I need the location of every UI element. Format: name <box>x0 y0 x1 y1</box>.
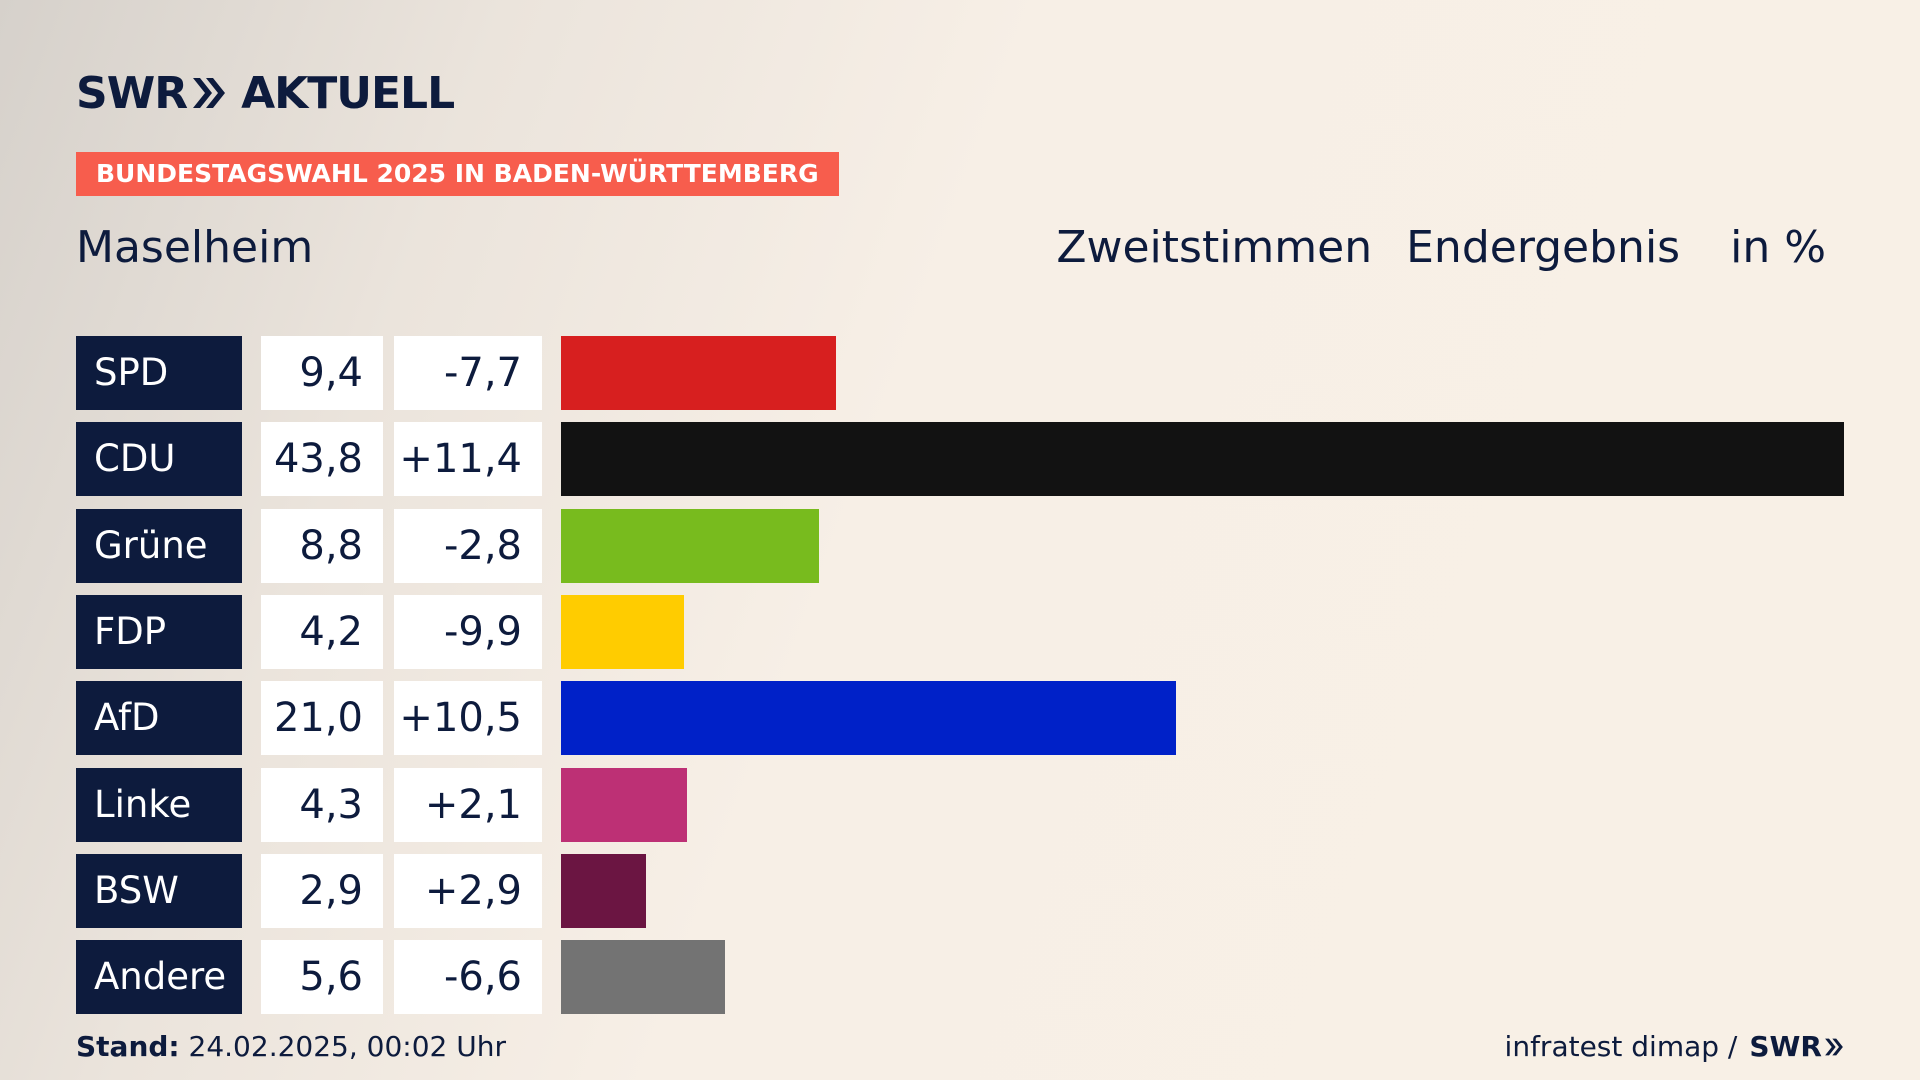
double-chevron-icon <box>1825 1038 1843 1055</box>
chart-header: Zweitstimmen Endergebnis in % <box>1056 222 1826 273</box>
result-bar <box>561 767 687 842</box>
vote-change-value: +10,5 <box>394 681 542 756</box>
result-status: Endergebnis <box>1406 222 1681 273</box>
source-text: infratest dimap / <box>1504 1030 1738 1063</box>
vote-type: Zweitstimmen <box>1056 222 1373 273</box>
vote-share-value: 8,8 <box>261 508 383 583</box>
result-bar <box>561 853 646 928</box>
vote-change-value: -2,8 <box>394 508 542 583</box>
party-label: Linke <box>76 767 242 842</box>
election-banner: BUNDESTAGSWAHL 2025 IN BADEN-WÜRTTEMBERG <box>76 152 839 196</box>
vote-change-value: +2,9 <box>394 853 542 928</box>
result-bar <box>561 681 1177 756</box>
result-bar <box>561 336 837 410</box>
vote-share-value: 21,0 <box>261 681 383 756</box>
party-label: AfD <box>76 681 242 756</box>
result-bar <box>561 422 1844 497</box>
vote-change-value: +11,4 <box>394 422 542 497</box>
vote-share-value: 2,9 <box>261 853 383 928</box>
stand-label: Stand: <box>76 1030 180 1063</box>
party-label: SPD <box>76 336 242 410</box>
stand-value: 24.02.2025, 00:02 Uhr <box>188 1030 506 1063</box>
double-chevron-icon <box>193 78 226 108</box>
source-credit: infratest dimap / SWR <box>1505 1030 1844 1063</box>
result-bar <box>561 594 685 669</box>
party-label: Grüne <box>76 508 242 583</box>
party-label: Andere <box>76 940 242 1015</box>
unit-label: in % <box>1730 222 1826 273</box>
result-bar <box>561 508 819 583</box>
vote-share-value: 5,6 <box>261 940 383 1015</box>
party-label: CDU <box>76 422 242 497</box>
swr-aktuell-logo: SWR AKTUELL <box>76 67 455 119</box>
source-brand: SWR <box>1749 1030 1822 1063</box>
vote-share-value: 4,3 <box>261 767 383 842</box>
vote-change-value: -7,7 <box>394 336 542 410</box>
vote-share-value: 4,2 <box>261 594 383 669</box>
vote-share-value: 43,8 <box>261 422 383 497</box>
result-bar <box>561 940 726 1015</box>
region-name: Maselheim <box>76 222 314 273</box>
party-label: BSW <box>76 853 242 928</box>
vote-change-value: +2,1 <box>394 767 542 842</box>
brand-aktuell: AKTUELL <box>241 67 455 119</box>
vote-change-value: -6,6 <box>394 940 542 1015</box>
brand-swr: SWR <box>76 67 188 119</box>
vote-share-value: 9,4 <box>261 336 383 410</box>
vote-change-value: -9,9 <box>394 594 542 669</box>
timestamp: Stand: 24.02.2025, 00:02 Uhr <box>76 1030 506 1063</box>
party-label: FDP <box>76 594 242 669</box>
